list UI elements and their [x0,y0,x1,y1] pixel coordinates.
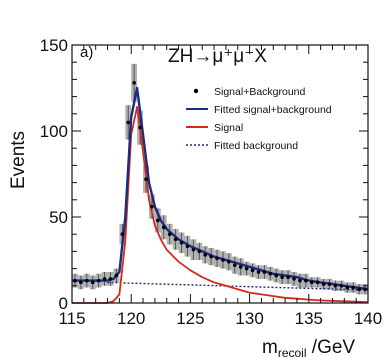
x-axis-label-unit: /GeV [307,337,356,358]
data-point [298,278,302,283]
legend-label: Fitted signal+background [214,104,332,116]
data-point-layer [73,81,367,292]
tick-layer: 115 120 125 130 135 140 0 50 100 150 [40,36,383,328]
data-point [309,280,314,285]
data-point [150,204,154,209]
fitted-signal-background-curve [72,86,369,291]
data-point [144,177,148,181]
legend-label: Signal+Background [214,86,306,98]
data-point [339,284,344,288]
data-point [79,280,83,285]
data-point [286,275,290,280]
legend-label: Fitted background [214,140,298,152]
data-point [114,273,119,278]
data-point [274,273,279,278]
x-tick-label: 120 [117,309,145,328]
curve-layer [72,86,369,304]
data-point [363,287,367,292]
data-point [132,81,136,85]
data-point [315,280,320,285]
legend-marker-data [193,88,199,94]
data-point [179,241,184,245]
error-band-layer [72,63,368,295]
y-tick-label: 50 [49,208,68,227]
data-point [73,278,77,283]
data-point [333,284,338,288]
data-point [108,277,113,281]
data-point [227,259,231,264]
data-point [292,277,296,281]
legend-label: Signal [214,122,243,134]
data-point [90,280,95,285]
data-point [268,271,273,276]
data-point [96,278,101,283]
data-point [185,244,190,249]
data-point [126,120,131,125]
data-point [221,258,225,262]
x-axis-label-subscript: recoil [278,346,307,358]
x-axis-label-main: m [262,337,278,358]
data-point [250,268,255,273]
x-tick-label: 125 [176,309,204,328]
panel-label: a) [80,44,93,61]
x-axis-label: mrecoil /GeV [262,337,355,358]
axes-box [71,44,369,304]
fitted-background-curve [107,281,369,291]
signal-curve [72,106,369,304]
data-point [321,282,326,286]
x-tick-label: 130 [235,309,263,328]
x-tick-label: 140 [354,309,382,328]
data-point [191,247,196,252]
data-point [197,249,202,254]
data-point [304,278,308,283]
data-point [357,287,361,292]
x-tick-label: 115 [58,309,85,328]
y-tick-label: 100 [40,122,68,141]
data-point [161,225,166,230]
data-point [215,256,219,261]
data-point [238,265,243,269]
data-point [156,218,160,223]
data-point [138,125,142,130]
data-point [203,253,207,257]
data-point [262,270,267,274]
data-point [120,232,125,236]
data-point [167,232,172,236]
data-point [280,275,284,280]
process-label: ZH→μ⁺μ⁻X [168,46,267,67]
y-tick-label: 150 [40,36,68,55]
data-point [209,254,213,259]
plot-frame [71,44,369,304]
data-point [244,266,249,271]
data-point [256,270,261,274]
x-tick-label: 135 [295,309,323,328]
legend: Signal+Background Fitted signal+backgroun… [186,86,332,152]
data-point [173,237,178,242]
y-tick-label: 0 [59,294,68,313]
data-uncertainty-band [72,63,368,295]
data-point [85,278,89,283]
data-point [102,277,107,281]
y-axis-label: Events [8,131,29,189]
data-point [351,285,356,290]
data-point [233,263,237,267]
data-point [345,285,350,290]
data-point [327,282,332,286]
